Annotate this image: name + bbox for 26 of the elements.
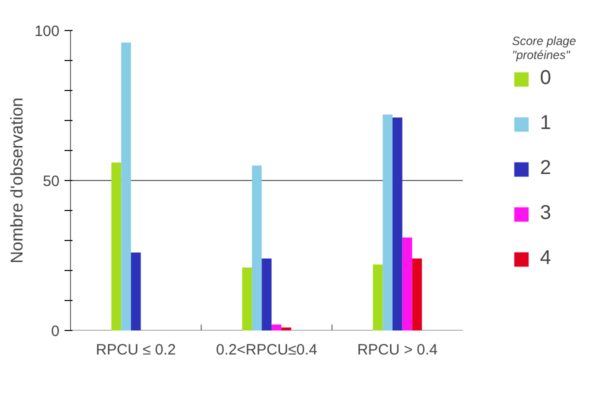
legend-label: 4 [540, 247, 552, 270]
bar [272, 324, 282, 330]
bar [121, 42, 131, 330]
legend-label: 2 [540, 157, 552, 180]
y-tick-label: 0 [51, 323, 60, 340]
legend-label: 0 [540, 67, 552, 90]
x-tick-label: RPCU > 0.4 [357, 342, 438, 358]
bar [372, 264, 383, 330]
legend-title: Score plage "protéines" [512, 34, 576, 62]
bar [242, 268, 252, 330]
x-tick-label: RPCU ≤ 0.2 [96, 342, 176, 358]
y-axis-title: Nombre d'observation [7, 98, 26, 264]
bar [382, 114, 393, 330]
legend-label: 3 [540, 202, 552, 225]
bar [402, 238, 412, 330]
bar [262, 258, 272, 330]
y-tick-label: 50 [42, 173, 60, 190]
legend-label: 1 [540, 112, 552, 135]
bar [111, 162, 122, 330]
bar [130, 252, 141, 330]
x-tick-label: 0.2<RPCU≤0.4 [216, 342, 318, 358]
y-tick-label: 100 [34, 23, 60, 40]
bar [412, 258, 422, 330]
bar [281, 328, 292, 330]
bar [252, 166, 262, 330]
bar [392, 118, 402, 330]
